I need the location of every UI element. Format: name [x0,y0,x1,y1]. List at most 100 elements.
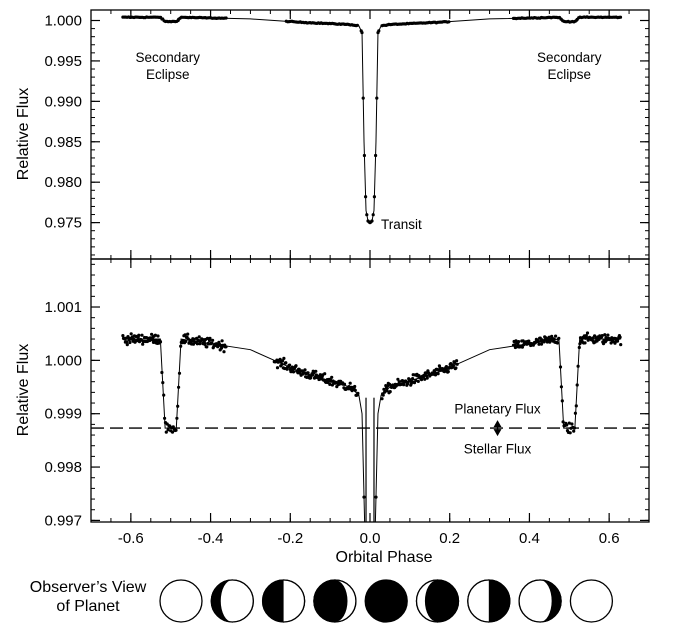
bottom-data-point [121,334,125,338]
bottom-data-point [578,336,583,340]
bottom-data-point [380,397,384,401]
bottom-data-point [342,382,347,386]
top-data-points [121,15,623,225]
bottom-data-point [388,390,392,394]
bottom-data-point [177,371,182,375]
bottom-transit-point [374,495,378,499]
bottom-data-point [160,370,164,375]
top-y-ticks: 1.000 0.995 0.990 0.985 0.980 0.975 [44,13,649,256]
bottom-y-ticks: 1.001 1.000 0.999 0.998 0.997 [44,263,649,529]
bottom-data-point [162,393,166,397]
bottom-data-point [350,389,354,393]
top-x-ticks [90,10,650,259]
bottom-data-point [573,411,578,415]
top-panel: Relative Flux 1.000 0.995 0.990 0.985 0.980 0… [15,9,650,260]
phase-label-line1: Observer’s View [30,579,147,596]
bottom-data-point [197,335,201,339]
top-y-axis-title: Relative Flux [15,88,32,180]
bottom-transit-point [362,495,366,499]
bottom-data-point [577,345,581,350]
stellar-flux-label: Stellar Flux [464,441,532,456]
top-data-point [224,16,228,20]
top-transit-point [374,153,378,158]
x-tick-label: -0.4 [198,530,224,547]
y-tick-label: 1.000 [44,352,82,369]
flux-arrow-down-icon [493,429,502,437]
bottom-data-point [158,340,163,344]
bottom-data-point [164,430,168,434]
top-annotation-text: Eclipse [146,67,190,82]
bottom-data-point [205,345,209,349]
planet-phase-full-icon [159,579,203,623]
bottom-data-point [552,337,556,341]
top-data-point [355,23,359,27]
bottom-data-point [330,375,334,379]
bottom-data-point [184,339,188,343]
bottom-data-point [591,336,595,340]
bottom-data-point [166,428,170,432]
bottom-data-point [198,342,202,346]
bottom-data-point [570,422,574,426]
phase-strip: Observer’s View of Planet [30,579,614,623]
bottom-data-point [583,341,587,345]
bottom-data-point [416,379,420,383]
phase-label-line2: of Planet [56,598,120,615]
y-tick-label: 0.997 [44,512,82,529]
bottom-data-point [396,377,400,381]
bottom-data-point [291,370,296,374]
bottom-data-point [195,342,199,346]
planet-phase-half-waning-icon [261,579,306,623]
bottom-data-point [397,380,401,384]
x-tick-label: -0.2 [277,530,303,547]
bottom-data-point [603,333,607,337]
bottom-data-point [575,383,579,387]
top-data-point [618,15,623,19]
bottom-data-point [561,420,565,424]
top-data-point [447,20,451,24]
bottom-data-point [174,428,178,432]
flux-double-arrow [493,420,502,437]
bottom-data-point [419,378,424,382]
bottom-data-point [208,336,212,340]
y-tick-label: 0.980 [44,174,82,191]
bottom-data-point [150,332,154,336]
planet-phase-new-icon [364,579,408,623]
bottom-data-point [572,426,577,430]
bottom-data-point [155,339,159,343]
bottom-data-point [328,382,332,386]
bottom-data-point [275,366,280,370]
bottom-data-point [618,335,622,339]
bottom-data-point [211,338,215,342]
bottom-data-point [572,429,576,433]
x-tick-label: 0.0 [360,530,381,547]
top-annotation-text: Transit [381,217,422,232]
bottom-y-axis-title: Relative Flux [15,344,32,436]
bottom-data-point [545,340,549,344]
bottom-data-point [203,342,207,346]
top-model-curve [122,16,622,224]
bottom-data-point [381,393,385,397]
top-annotation-text: Eclipse [548,67,592,82]
bottom-data-point [153,333,157,337]
top-transit-point [370,219,374,223]
y-tick-label: 1.001 [44,299,82,316]
bottom-data-point [454,366,458,370]
planet-phase-crescent-waxing-icon [415,579,460,623]
bottom-data-point [137,333,141,337]
bottom-data-point [574,404,578,408]
bottom-data-point [125,340,129,344]
bottom-data-point [539,342,544,346]
top-transit-point [361,96,365,100]
bottom-data-point [557,336,561,340]
bottom-data-point [433,370,437,374]
y-tick-label: 1.000 [44,13,82,30]
bottom-model-line [122,338,622,522]
bottom-data-points [121,331,623,499]
top-transit-point [364,195,368,199]
top-model-line [122,16,622,224]
y-tick-label: 0.990 [44,93,82,110]
bottom-data-point [542,340,546,344]
bottom-data-point [555,341,560,345]
bottom-data-point [576,364,580,368]
